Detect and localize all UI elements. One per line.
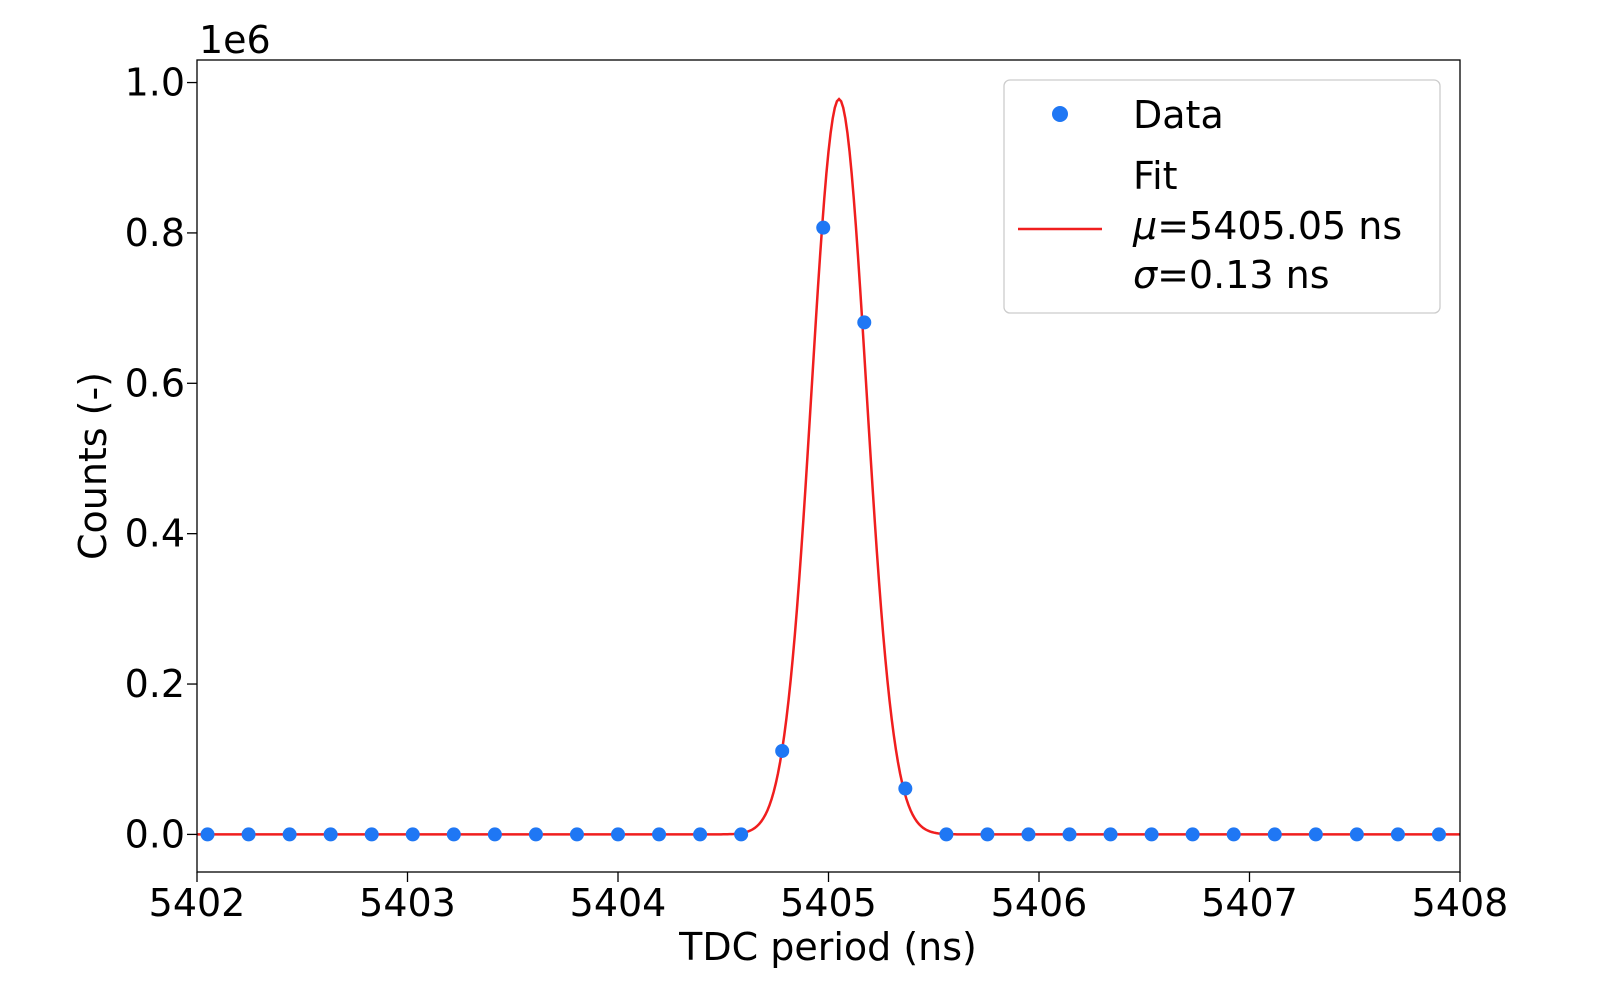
y-tick-label: 0.4 [125,512,185,556]
data-point [446,827,461,842]
data-point [405,827,420,842]
legend-fit-title: Fit [1133,154,1178,198]
data-point [1021,827,1036,842]
data-point [1226,827,1241,842]
data-point [200,827,215,842]
x-tick-label: 5407 [1201,881,1298,925]
data-point [734,827,749,842]
legend-mu-value: =5405.05 ns [1157,204,1402,248]
x-axis-label: TDC period (ns) [678,925,977,969]
data-point [323,827,338,842]
data-point [1185,827,1200,842]
y-offset-text: 1e6 [199,18,271,62]
data-point [569,827,584,842]
x-tick-label: 5403 [359,881,456,925]
data-point [241,827,256,842]
y-tick-label: 0.0 [125,812,185,856]
data-point [487,827,502,842]
y-tick-label: 0.8 [125,211,185,255]
y-axis-ticks: 0.0 0.2 0.4 0.6 0.8 1.0 [125,61,197,856]
data-point [898,781,913,796]
x-tick-label: 5404 [570,881,667,925]
data-point [1062,827,1077,842]
legend-data-label: Data [1133,93,1224,137]
legend-data-marker [1052,106,1068,122]
data-point [364,827,379,842]
data-point [1267,827,1282,842]
x-tick-label: 5408 [1412,881,1509,925]
data-point [1431,827,1446,842]
data-point [775,743,790,758]
data-point [1308,827,1323,842]
legend-sigma-value: =0.13 ns [1157,253,1329,297]
data-point [816,220,831,235]
y-tick-label: 1.0 [125,61,185,105]
data-point [1390,827,1405,842]
data-point [652,827,667,842]
x-tick-label: 5405 [780,881,877,925]
legend-fit-mu: μ=5405.05 ns [1132,204,1402,248]
legend-sigma-symbol: σ [1133,253,1159,297]
x-axis-ticks: 5402 5403 5404 5405 5406 5407 5408 [149,872,1509,925]
legend-mu-symbol: μ [1132,204,1157,248]
y-axis-label: Counts (-) [71,372,115,560]
legend-fit-sigma: σ=0.13 ns [1133,253,1330,297]
data-point [1103,827,1118,842]
data-point [1349,827,1364,842]
data-point [1144,827,1159,842]
data-point [693,827,708,842]
data-point [611,827,625,842]
data-point [939,827,954,842]
data-point [528,827,543,842]
legend-frame [1003,79,1441,314]
plot-marks [197,97,1460,842]
x-tick-label: 5402 [149,881,246,925]
y-tick-label: 0.6 [125,361,185,405]
data-point [857,315,872,330]
data-point [980,827,995,842]
data-point [282,827,297,842]
x-tick-label: 5406 [991,881,1088,925]
y-tick-label: 0.2 [125,662,185,706]
legend: Data Fit μ=5405.05 ns σ=0.13 ns [1003,79,1441,314]
